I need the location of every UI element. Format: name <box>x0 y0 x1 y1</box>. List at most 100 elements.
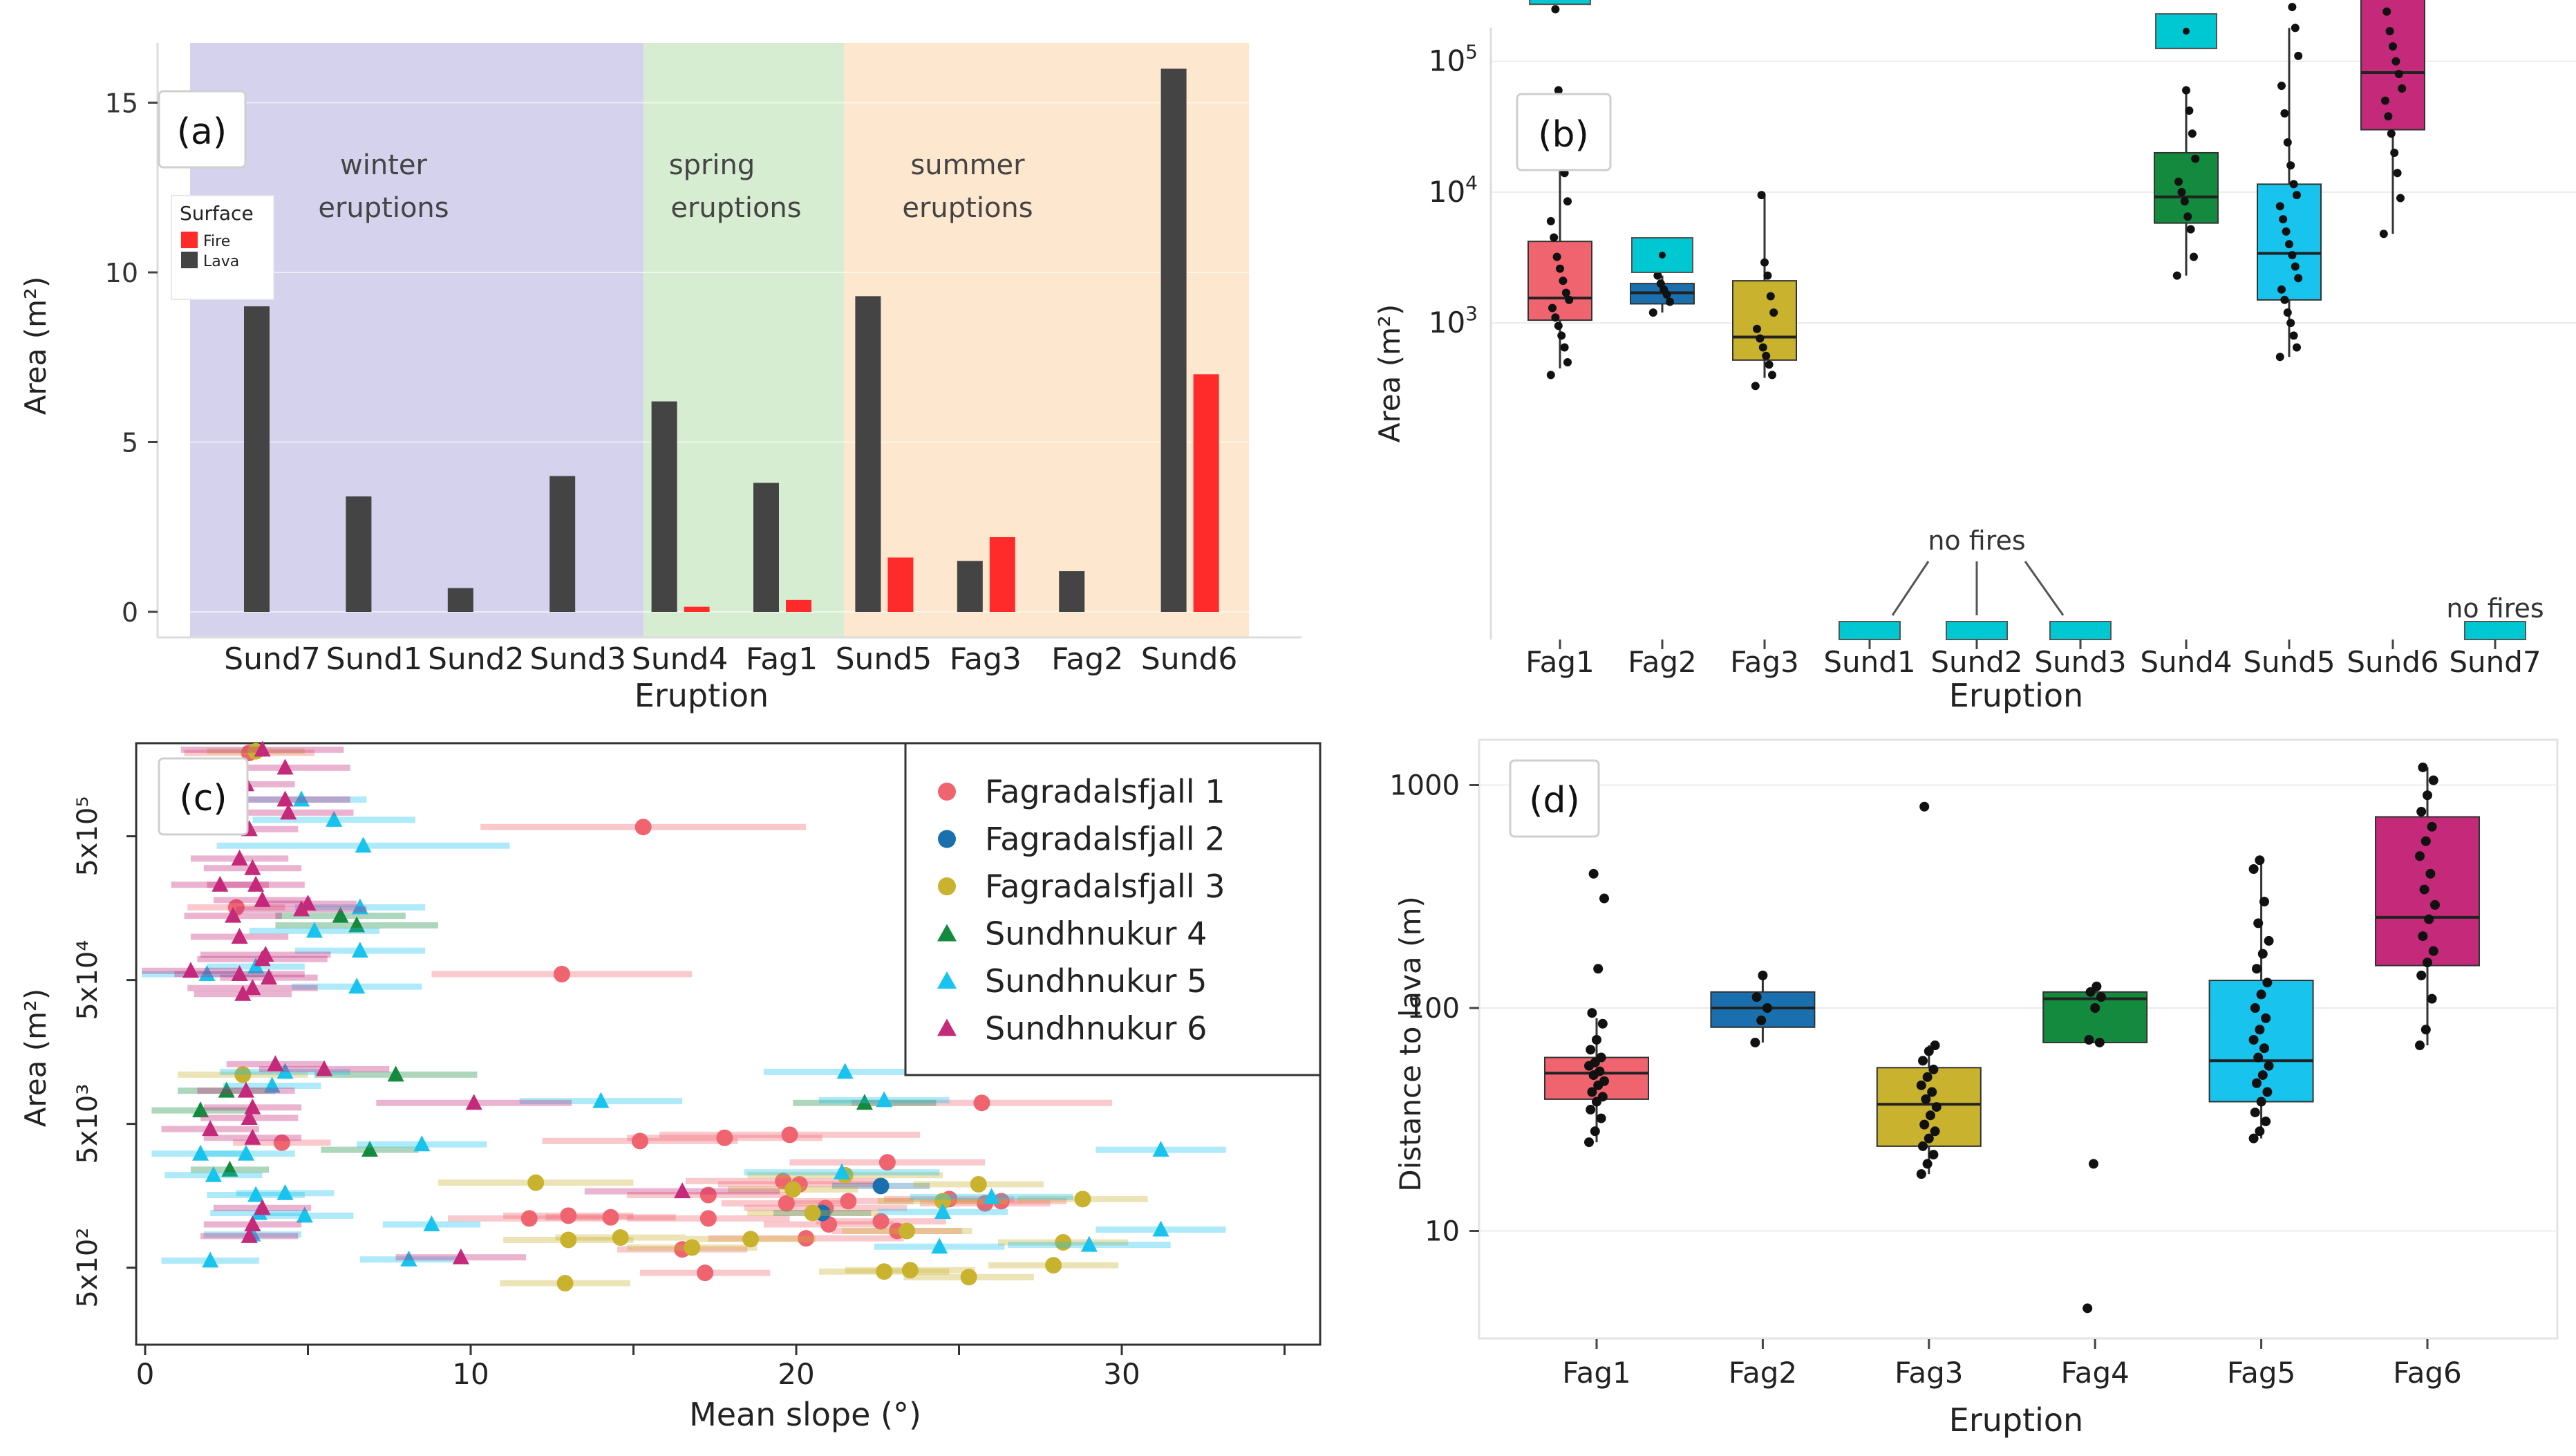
point <box>931 1238 948 1254</box>
data-point <box>2094 1037 2105 1047</box>
data-point <box>2264 935 2274 946</box>
exponent: 3 <box>1465 302 1478 325</box>
data-point <box>2191 154 2200 163</box>
point <box>254 1199 271 1215</box>
box-fag1 <box>1544 868 1649 1148</box>
y-gridlines <box>1479 784 2557 1232</box>
data-point <box>1666 297 1674 306</box>
summer-season-band <box>844 43 1249 637</box>
data-point <box>1926 1110 1935 1121</box>
data-point <box>2177 187 2186 196</box>
data-point <box>1563 358 1572 367</box>
data-point <box>2428 946 2438 956</box>
data-point <box>2288 250 2297 259</box>
point <box>876 1263 893 1280</box>
data-point <box>1930 1040 1940 1051</box>
point <box>804 1204 821 1222</box>
point <box>697 1264 714 1282</box>
data-point <box>2416 970 2427 980</box>
y-tick-label-0: 5x10² <box>72 1228 104 1308</box>
point <box>326 810 343 827</box>
bar-fire-fag1 <box>786 599 811 612</box>
data-point <box>2294 274 2303 283</box>
x-tick-label-fag6: Fag6 <box>2393 1356 2461 1390</box>
data-point <box>1922 1072 1933 1082</box>
data-point <box>1921 1094 1931 1104</box>
point <box>560 1231 577 1249</box>
data-point <box>1596 1052 1606 1063</box>
data-point <box>1596 1113 1606 1123</box>
data-point <box>1924 1133 1934 1144</box>
point <box>276 1063 294 1079</box>
svg-text:(d): (d) <box>1529 780 1580 821</box>
box-fag4 <box>2042 981 2148 1314</box>
point <box>973 1094 990 1112</box>
data-point <box>1918 1141 1928 1151</box>
total-area-marker-sund4 <box>2155 13 2217 50</box>
point <box>351 898 368 915</box>
box-iqr <box>2042 991 2148 1043</box>
point <box>452 1248 469 1264</box>
data-point <box>1599 1076 1609 1086</box>
data-point <box>2415 1040 2425 1051</box>
point <box>231 928 248 944</box>
data-point <box>2385 27 2394 36</box>
point <box>225 906 242 923</box>
data-point <box>2282 227 2291 236</box>
y-axis-title: Area (m²) <box>19 277 53 416</box>
bar-lava-fag3 <box>957 561 983 612</box>
point <box>305 922 323 938</box>
data-point <box>1586 1045 1596 1055</box>
point <box>520 1210 538 1227</box>
legend-marker-sundhnukur-4 <box>937 924 957 942</box>
x-axis-title: Eruption <box>634 677 769 714</box>
data-point <box>2430 899 2440 910</box>
panel-a-tag: (a) <box>158 90 247 169</box>
data-point <box>2188 129 2197 138</box>
x-tick-label-fag1: Fag1 <box>1525 645 1594 679</box>
data-point <box>1556 264 1564 273</box>
point <box>348 978 366 994</box>
data-point <box>2252 964 2262 974</box>
point <box>218 1081 235 1098</box>
data-point <box>1753 324 1761 333</box>
point <box>351 942 368 958</box>
data-point <box>2264 1061 2274 1071</box>
point <box>241 1109 258 1126</box>
legend-lava-label: Lava <box>203 253 239 270</box>
point <box>244 1215 261 1231</box>
point <box>276 1184 294 1200</box>
point <box>260 969 277 985</box>
data-point <box>1565 295 1574 304</box>
box-iqr <box>2208 980 2314 1103</box>
legend-label-sundhnukur-4: Sundhnukur 4 <box>985 915 1207 953</box>
point <box>211 875 229 892</box>
point <box>556 1275 574 1292</box>
point <box>899 1222 916 1240</box>
data-point <box>1768 371 1776 380</box>
data-point <box>2396 194 2405 203</box>
data-point <box>2257 1070 2268 1081</box>
point <box>934 1203 951 1220</box>
y-tick-label-1e3: 103 <box>1429 302 1478 339</box>
point <box>221 1160 238 1177</box>
y-tick-label-5: 5 <box>122 428 138 458</box>
data-point <box>1928 1064 1939 1074</box>
point <box>234 1066 252 1083</box>
data-point <box>1919 801 1930 812</box>
no-fires-marker-sund3 <box>2049 621 2112 640</box>
point <box>742 1231 760 1248</box>
x-tick-label-sund6: Sund6 <box>1141 642 1238 677</box>
point <box>293 900 310 917</box>
point <box>423 1215 440 1231</box>
point <box>840 1193 857 1210</box>
data-point <box>1766 292 1775 301</box>
winter-label-2: eruptions <box>318 192 449 224</box>
y-tick-label-15: 15 <box>105 88 138 119</box>
x-tick-label-sund3: Sund3 <box>2034 645 2126 679</box>
box-fag2 <box>1630 271 1695 317</box>
box-fag3 <box>1876 801 1982 1179</box>
data-point <box>2428 775 2438 785</box>
y-tick-label-1: 5x10³ <box>72 1084 104 1164</box>
